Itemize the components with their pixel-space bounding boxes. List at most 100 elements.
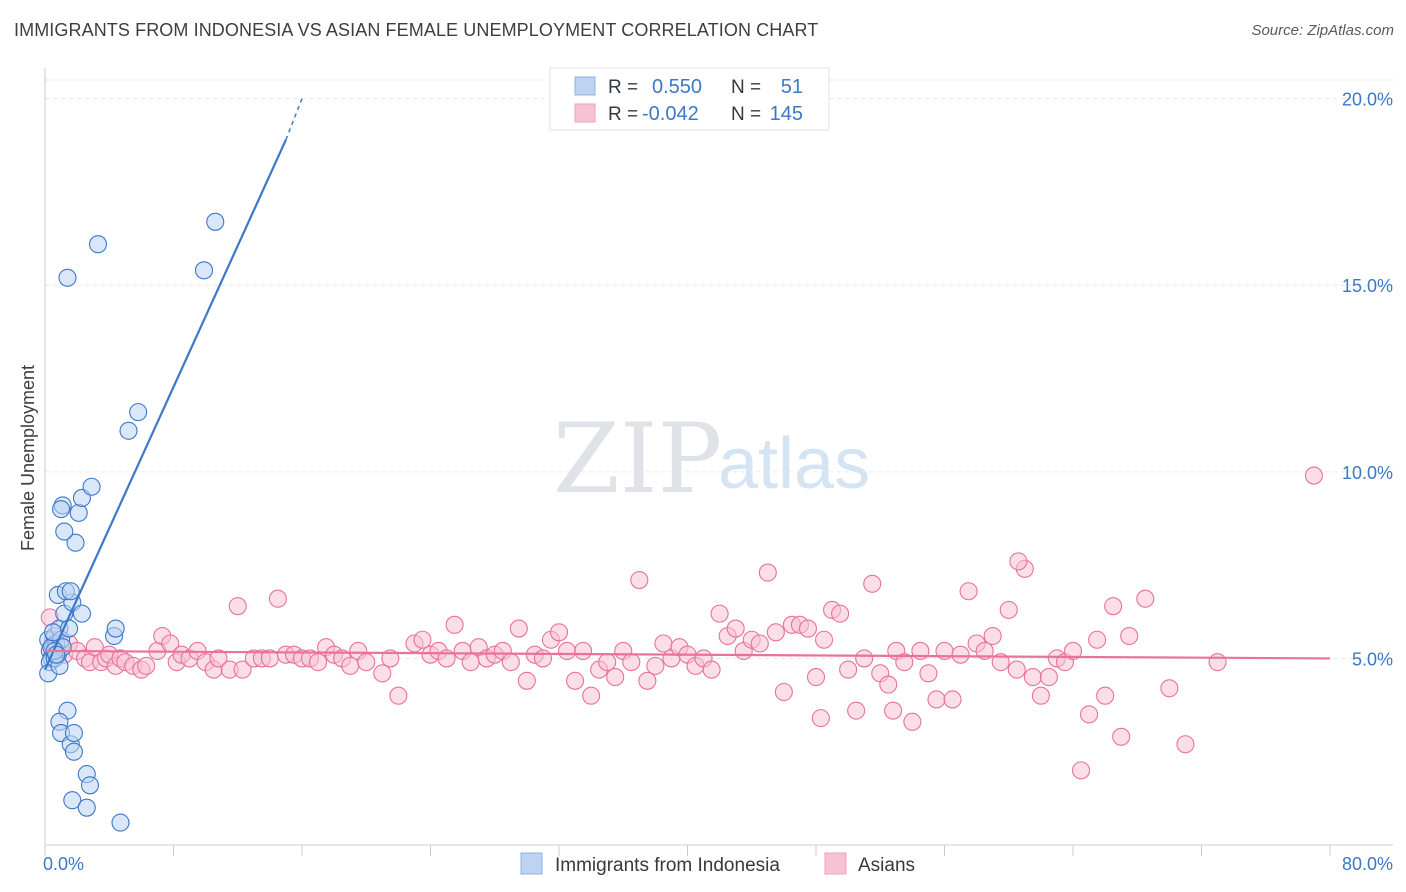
indonesia-point xyxy=(194,261,214,280)
asians-point xyxy=(983,626,1002,646)
asians-point xyxy=(582,686,601,705)
asians-point xyxy=(863,574,882,593)
asians-point xyxy=(831,604,850,623)
indonesia-point xyxy=(119,421,138,440)
asians-point xyxy=(137,656,156,675)
asians-point xyxy=(517,671,536,690)
asians-point xyxy=(1160,679,1179,698)
indonesia-point xyxy=(206,212,225,231)
indonesia-trend-line xyxy=(43,139,287,671)
asians-point xyxy=(847,701,866,720)
indonesia-point xyxy=(69,503,88,522)
asians-point xyxy=(999,600,1018,619)
asians-point xyxy=(1063,641,1083,661)
asians-point xyxy=(855,649,874,668)
asians-point xyxy=(533,649,552,668)
y-tick-label: 10.0% xyxy=(1342,463,1393,483)
indonesia-trend-extension xyxy=(285,98,303,140)
asians-point xyxy=(574,641,593,661)
asians-point xyxy=(638,671,657,690)
legend-n-value-2: 145 xyxy=(770,103,803,125)
asians-point xyxy=(357,653,376,672)
indonesia-point xyxy=(129,403,148,422)
indonesia-point xyxy=(106,619,125,638)
asians-point xyxy=(268,589,287,608)
y-tick-labels: 5.0% 10.0% 15.0% 20.0% xyxy=(1342,90,1393,670)
asians-point xyxy=(879,675,898,694)
asians-point xyxy=(654,634,673,653)
asians-point xyxy=(903,712,922,731)
legend-box xyxy=(549,67,830,131)
indonesia-point xyxy=(64,742,83,761)
y-tick-label: 20.0% xyxy=(1342,90,1393,110)
watermark-atlas: atlas xyxy=(718,424,870,504)
indonesia-point xyxy=(55,522,74,541)
asians-point xyxy=(959,582,978,601)
asians-point xyxy=(1304,466,1323,485)
asians-point xyxy=(209,649,228,668)
bottom-legend-label-indonesia: Immigrants from Indonesia xyxy=(555,855,780,876)
bottom-legend-label-asians: Asians xyxy=(858,855,915,876)
asians-point xyxy=(1071,761,1091,780)
asians-point xyxy=(1104,597,1123,616)
legend-r-label-2: R = xyxy=(608,104,638,125)
asians-point xyxy=(951,645,970,664)
asians-point xyxy=(975,641,994,661)
asians-point xyxy=(630,570,649,590)
chart-title: IMMIGRANTS FROM INDONESIA VS ASIAN FEMAL… xyxy=(14,20,819,40)
asians-point xyxy=(1039,668,1058,687)
asians-point xyxy=(919,664,938,683)
asians-point xyxy=(750,634,769,653)
asians-point xyxy=(606,668,625,687)
asians-point xyxy=(758,563,777,582)
watermark-zip: ZIP xyxy=(553,403,722,515)
correlation-legend: R = 0.550 N = 51 R = -0.042 N = 145 xyxy=(549,67,830,131)
indonesia-point xyxy=(52,500,71,519)
asians-point xyxy=(622,653,641,672)
grid-lines xyxy=(45,79,1393,659)
asians-point xyxy=(806,668,826,687)
indonesia-point xyxy=(72,604,91,623)
asians-point xyxy=(566,671,585,690)
legend-swatch-asians xyxy=(574,103,596,123)
asians-point xyxy=(895,653,914,672)
indonesia-point xyxy=(61,582,80,601)
asians-point xyxy=(228,597,247,616)
indonesia-points xyxy=(39,212,225,832)
asians-point xyxy=(943,690,962,709)
asians-point xyxy=(1007,660,1026,679)
y-tick-label: 5.0% xyxy=(1352,649,1393,669)
asians-point xyxy=(927,690,946,709)
asians-point xyxy=(646,656,665,675)
asians-point xyxy=(549,623,569,642)
y-axis-label: Female Unemployment xyxy=(18,365,38,551)
asians-point xyxy=(814,630,834,649)
asians-point xyxy=(413,630,432,649)
asians-point xyxy=(381,649,400,668)
indonesia-point xyxy=(88,235,108,254)
asians-point xyxy=(389,686,408,705)
asians-point xyxy=(811,709,830,728)
legend-r-label-1: R = xyxy=(608,77,638,98)
asians-point xyxy=(1112,727,1131,746)
asians-point xyxy=(1031,686,1050,705)
asians-point xyxy=(373,664,392,683)
indonesia-point xyxy=(77,798,96,817)
asians-point xyxy=(1088,630,1107,649)
bottom-legend-swatch-asians xyxy=(824,852,847,875)
asians-point xyxy=(341,656,360,675)
asians-point xyxy=(1080,705,1099,724)
indonesia-point xyxy=(66,533,85,552)
legend-n-label-2: N = xyxy=(731,104,761,125)
indonesia-point xyxy=(63,791,82,810)
source-attribution: Source: ZipAtlas.com xyxy=(1251,22,1394,39)
legend-n-label-1: N = xyxy=(731,77,761,98)
asians-point xyxy=(445,615,464,634)
asians-point xyxy=(1120,626,1139,646)
asians-trend-line xyxy=(44,649,1331,660)
indonesia-point xyxy=(47,645,66,664)
asians-point xyxy=(509,619,528,638)
asians-point xyxy=(557,641,577,661)
trend-lines xyxy=(43,98,1331,671)
